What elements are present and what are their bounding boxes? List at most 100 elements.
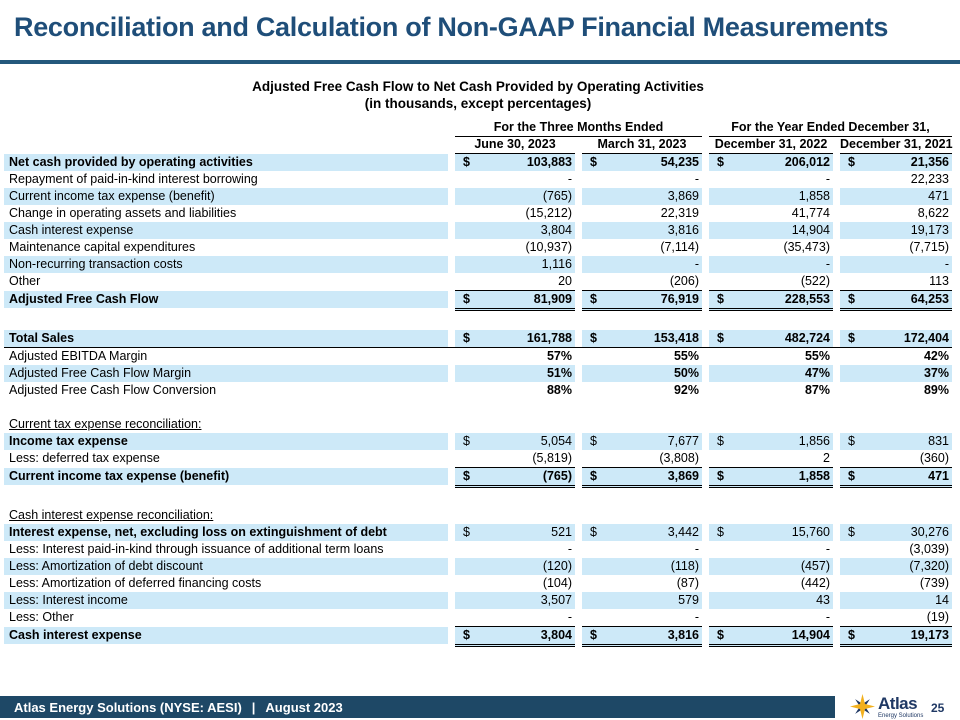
cell-value: 41,774: [791, 206, 830, 220]
table-cell: $3,869: [582, 468, 702, 488]
column-gap: [448, 330, 455, 348]
table-cell: $3,804: [455, 627, 575, 647]
row-label: Less: Amortization of debt discount: [4, 558, 448, 575]
table-cell: 42%: [840, 348, 952, 365]
table-cell: $172,404: [840, 330, 952, 348]
row-label: Adjusted Free Cash Flow Margin: [4, 365, 448, 382]
column-gap: [448, 188, 455, 205]
table-cell: -: [709, 609, 833, 627]
atlas-logo-star-icon: [850, 694, 875, 719]
table-cell: $482,724: [709, 330, 833, 348]
column-gap: [702, 348, 709, 365]
dollar-sign: $: [717, 434, 724, 448]
cell-value: 64,253: [910, 292, 949, 306]
cell-value: (457): [800, 559, 830, 573]
column-gap: [702, 558, 709, 575]
cell-value: 14,904: [791, 223, 830, 237]
cell-value: -: [825, 542, 830, 556]
table-cell: -: [840, 256, 952, 273]
table-cell: $3,442: [582, 524, 702, 541]
column-gap: [448, 592, 455, 609]
row-label: Net cash provided by operating activitie…: [4, 154, 448, 171]
column-gap: [448, 450, 455, 467]
cell-value: 57%: [546, 349, 572, 363]
cell-value: 7,677: [667, 434, 699, 448]
cell-value: 55%: [804, 349, 830, 363]
column-gap: [702, 450, 709, 467]
table-cell: 87%: [709, 382, 833, 399]
table-cell: 113: [840, 273, 952, 291]
table-cell: 2: [709, 450, 833, 468]
table-cell: 3,816: [582, 222, 702, 239]
dollar-sign: $: [717, 525, 724, 539]
table-cell: 20: [455, 273, 575, 291]
table-cell: $ (765): [455, 468, 575, 488]
dollar-sign: $: [590, 292, 597, 306]
table-cell: 471: [840, 188, 952, 205]
table-cell: 14: [840, 592, 952, 609]
cell-value: 153,418: [653, 331, 699, 345]
cell-value: 19,173: [910, 223, 949, 237]
cell-value: 54,235: [660, 155, 699, 169]
cell-value: (522): [800, 274, 830, 288]
cell-value: -: [694, 610, 699, 624]
column-gap: [448, 365, 455, 382]
column-gap: [575, 239, 582, 256]
dollar-sign: $: [848, 434, 855, 448]
cell-value: (19): [926, 610, 949, 624]
table-cell: (457): [709, 558, 833, 575]
column-gap: [833, 256, 840, 273]
cell-value: 3,816: [667, 628, 699, 642]
table-cell: 89%: [840, 382, 952, 399]
table-cell: -: [455, 171, 575, 188]
table-cell: (360): [840, 450, 952, 468]
cell-value: 43: [816, 593, 830, 607]
column-gap: [702, 575, 709, 592]
dollar-sign: $: [717, 155, 724, 169]
row-label: Adjusted Free Cash Flow: [4, 291, 448, 308]
column-gap: [448, 524, 455, 541]
table-cell: $103,883: [455, 154, 575, 171]
table-cell: $1,858: [709, 468, 833, 488]
cell-value: 14,904: [791, 628, 830, 642]
column-group-header-row: For the Three Months Ended For the Year …: [4, 119, 952, 137]
cell-value: 1,858: [798, 189, 830, 203]
dollar-sign: $: [590, 155, 597, 169]
row-label: Current income tax expense (benefit): [4, 188, 448, 205]
column-gap: [833, 592, 840, 609]
column-gap: [702, 592, 709, 609]
cell-value: 47%: [804, 366, 830, 380]
section-header: Cash interest expense reconciliation:: [4, 507, 952, 524]
column-gap: [833, 222, 840, 239]
cell-value: 89%: [923, 383, 949, 397]
cell-value: -: [694, 542, 699, 556]
cell-value: -: [694, 257, 699, 271]
row-label: Less: Interest income: [4, 592, 448, 609]
cell-value: 471: [928, 469, 949, 483]
table-cell: $521: [455, 524, 575, 541]
column-gap: [702, 171, 709, 188]
table-cell: 8,622: [840, 205, 952, 222]
reconciliation-table: Adjusted Free Cash Flow to Net Cash Prov…: [4, 78, 953, 647]
row-label: Current income tax expense (benefit): [4, 468, 448, 485]
table-cell: 3,804: [455, 222, 575, 239]
cell-value: 3,816: [667, 223, 699, 237]
table-cell: (7,715): [840, 239, 952, 256]
table-cell: 47%: [709, 365, 833, 382]
table-cell: -: [582, 256, 702, 273]
dollar-sign: $: [848, 292, 855, 306]
row-label: Less: Other: [9, 610, 74, 624]
table-cell: 43: [709, 592, 833, 609]
row-label: Maintenance capital expenditures: [9, 240, 196, 254]
cell-value: 3,442: [667, 525, 699, 539]
row-label: Repayment of paid-in-kind interest borro…: [9, 172, 258, 186]
dollar-sign: $: [463, 469, 470, 483]
column-gap: [833, 558, 840, 575]
column-gap: [448, 609, 455, 626]
table-cell: 19,173: [840, 222, 952, 239]
cell-value: 1,116: [541, 257, 572, 271]
column-gap: [833, 171, 840, 188]
column-gap: [702, 524, 709, 541]
table-cell: $19,173: [840, 627, 952, 647]
column-gap: [448, 256, 455, 273]
